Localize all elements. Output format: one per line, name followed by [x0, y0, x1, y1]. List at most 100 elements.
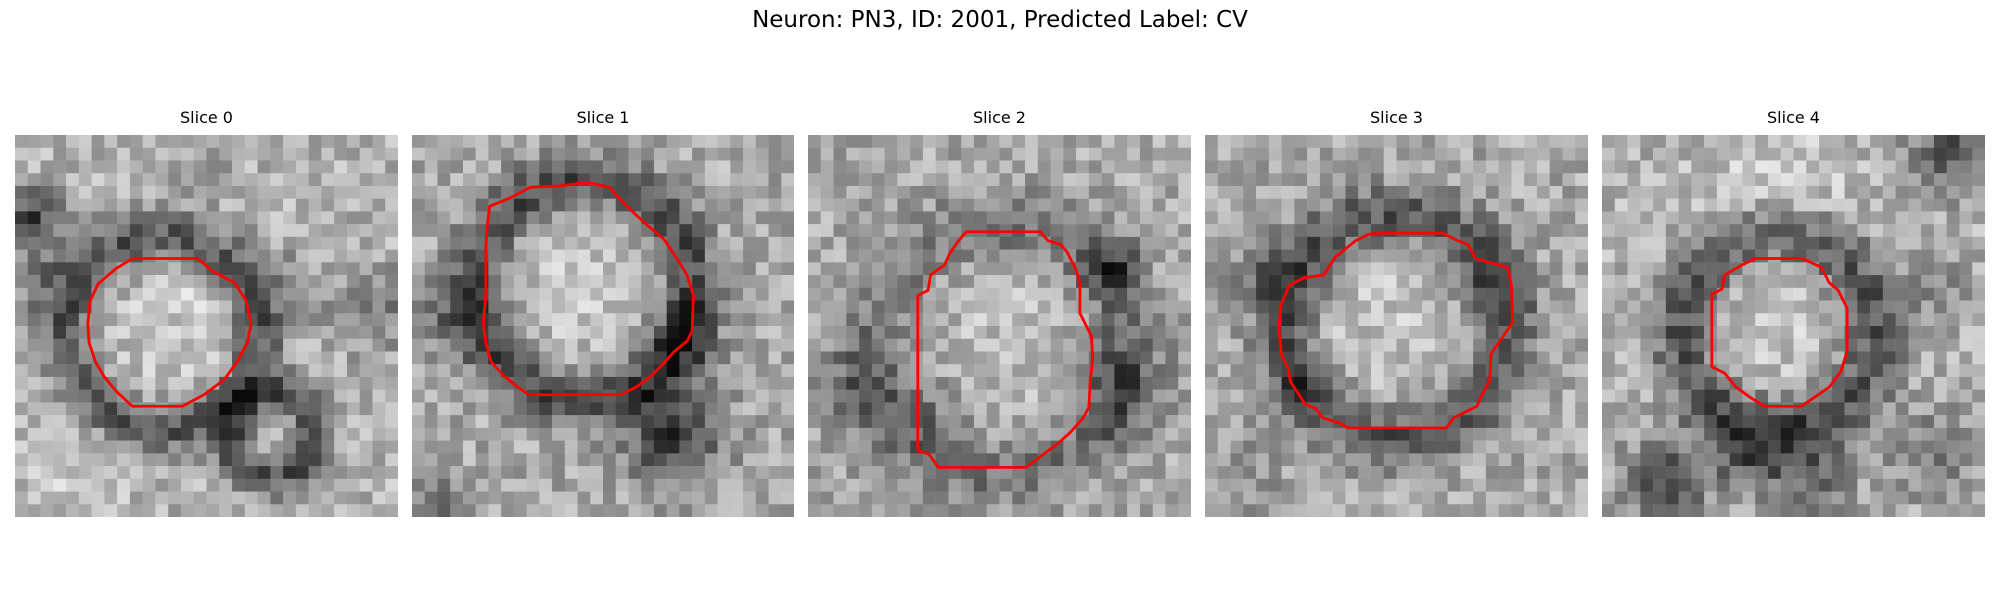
- pixel: [1127, 313, 1141, 327]
- pixel: [768, 313, 782, 327]
- pixel: [1716, 236, 1730, 250]
- pixel: [1230, 211, 1244, 225]
- pixel: [820, 338, 834, 352]
- pixel: [986, 198, 1000, 212]
- pixel: [1691, 389, 1705, 403]
- pixel: [781, 389, 794, 403]
- pixel: [743, 236, 757, 250]
- pixel: [859, 491, 873, 505]
- pixel: [615, 491, 629, 505]
- pixel: [346, 160, 360, 174]
- pixel: [142, 466, 156, 480]
- pixel: [999, 466, 1013, 480]
- pixel: [244, 262, 258, 276]
- pixel: [1819, 147, 1833, 161]
- pixel: [1793, 287, 1807, 301]
- pixel: [1050, 453, 1064, 467]
- pixel: [1076, 262, 1090, 276]
- pixel: [1345, 287, 1359, 301]
- pixel: [1358, 300, 1372, 314]
- pixel: [513, 478, 527, 492]
- pixel: [539, 364, 553, 378]
- pixel: [295, 147, 309, 161]
- pixel: [385, 147, 398, 161]
- pixel: [1691, 453, 1705, 467]
- pixel: [1012, 135, 1026, 148]
- pixel: [590, 338, 604, 352]
- pixel: [820, 364, 834, 378]
- pixel: [1870, 249, 1884, 263]
- pixel: [1653, 275, 1667, 289]
- pixel: [1319, 491, 1333, 505]
- pixel: [1729, 211, 1743, 225]
- pixel: [1716, 262, 1730, 276]
- pixel: [308, 135, 322, 148]
- pixel: [1332, 300, 1346, 314]
- pixel: [935, 402, 949, 416]
- pixel: [1716, 313, 1730, 327]
- pixel: [1370, 376, 1384, 390]
- pixel: [526, 326, 540, 339]
- pixel: [372, 236, 386, 250]
- pixel: [628, 185, 642, 199]
- pixel: [488, 338, 502, 352]
- pixel: [40, 427, 54, 441]
- pixel: [808, 198, 822, 212]
- pixel: [526, 160, 540, 174]
- pixel: [1332, 224, 1346, 238]
- pixel: [1050, 326, 1064, 339]
- pixel: [999, 211, 1013, 225]
- pixel: [755, 147, 769, 161]
- pixel: [412, 338, 425, 352]
- pixel: [334, 262, 348, 276]
- pixel: [1152, 135, 1166, 148]
- pixel: [590, 466, 604, 480]
- pixel: [1946, 236, 1960, 250]
- pixel: [1498, 402, 1512, 416]
- pixel: [1230, 338, 1244, 352]
- pixel: [1549, 478, 1563, 492]
- pixel: [385, 236, 398, 250]
- pixel: [270, 313, 284, 327]
- pixel: [1243, 376, 1257, 390]
- pixel: [1665, 224, 1679, 238]
- pixel: [1819, 300, 1833, 314]
- pixel: [692, 147, 706, 161]
- pixel: [1831, 147, 1845, 161]
- pixel: [1742, 211, 1756, 225]
- pixel: [308, 427, 322, 441]
- pixel: [1831, 198, 1845, 212]
- pixel: [1640, 236, 1654, 250]
- pixel: [334, 389, 348, 403]
- pixel: [488, 440, 502, 454]
- pixel: [1882, 440, 1896, 454]
- pixel: [1549, 453, 1563, 467]
- pixel: [1870, 364, 1884, 378]
- pixel: [1319, 224, 1333, 238]
- pixel: [462, 224, 476, 238]
- pixel: [935, 389, 949, 403]
- pixel: [1716, 173, 1730, 187]
- pixel: [1256, 364, 1270, 378]
- pixel: [1217, 504, 1231, 517]
- pixel: [359, 173, 373, 187]
- pixel: [1217, 198, 1231, 212]
- pixel: [1063, 351, 1077, 365]
- pixel: [1165, 466, 1179, 480]
- pixel: [412, 185, 425, 199]
- pixel: [1012, 478, 1026, 492]
- pixel: [117, 275, 131, 289]
- pixel: [730, 313, 744, 327]
- pixel: [1025, 466, 1039, 480]
- pixel: [1575, 376, 1588, 390]
- pixel: [884, 504, 898, 517]
- pixel: [295, 224, 309, 238]
- pixel: [846, 185, 860, 199]
- pixel: [1831, 313, 1845, 327]
- pixel: [168, 440, 182, 454]
- pixel: [641, 466, 655, 480]
- pixel: [704, 275, 718, 289]
- pixel: [603, 211, 616, 225]
- pixel: [1908, 211, 1922, 225]
- pixel: [385, 504, 398, 517]
